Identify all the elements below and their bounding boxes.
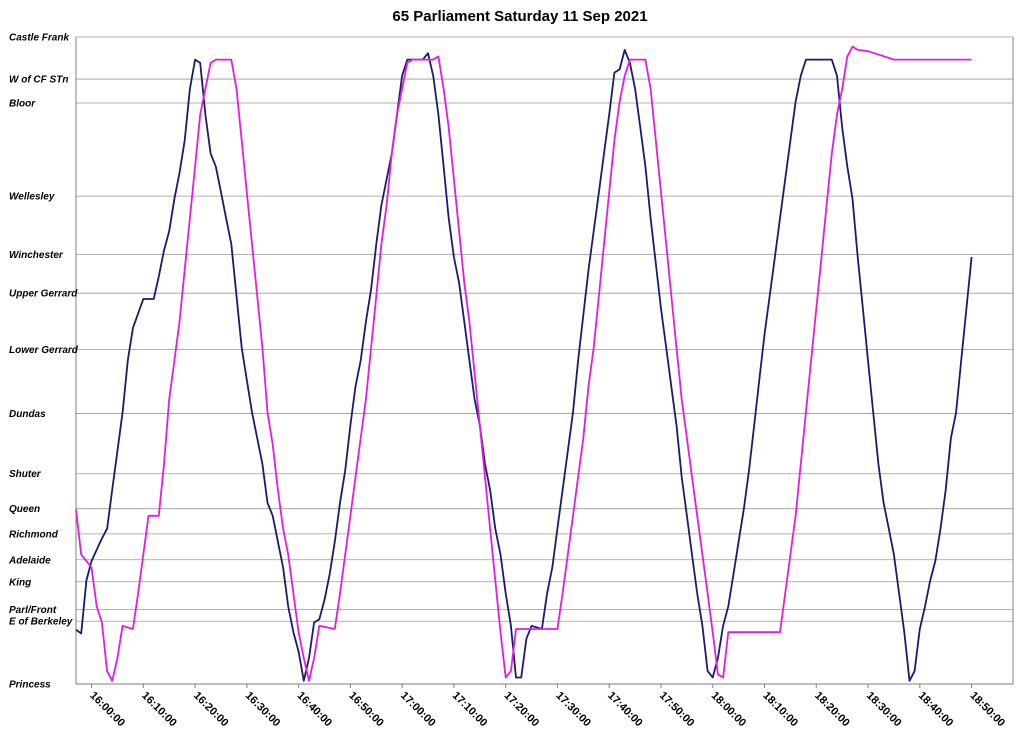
x-tick-label: 18:00:00 xyxy=(709,690,749,730)
axes xyxy=(75,37,1014,688)
x-tick-label: 16:40:00 xyxy=(294,690,334,730)
stop-label: Castle Frank xyxy=(9,33,69,44)
x-tick-label: 16:10:00 xyxy=(139,690,179,730)
stop-label: Adelaide xyxy=(8,555,51,566)
x-tick-label: 18:40:00 xyxy=(916,690,956,730)
stop-label: Richmond xyxy=(9,529,59,540)
stop-label: Dundas xyxy=(9,409,46,420)
x-tick-label: 17:10:00 xyxy=(450,690,490,730)
stop-label: Princess xyxy=(9,680,51,691)
stop-label: Winchester xyxy=(9,250,64,261)
x-tick-label: 17:50:00 xyxy=(657,690,697,730)
stop-label: E of Berkeley xyxy=(9,617,73,628)
stop-label: Lower Gerrard xyxy=(9,345,79,356)
stop-label: Queen xyxy=(9,504,40,515)
x-tick-label: 18:10:00 xyxy=(760,690,800,730)
x-tick-label: 18:50:00 xyxy=(967,690,1007,730)
x-tick-label: 17:30:00 xyxy=(553,690,593,730)
stop-label: W of CF STn xyxy=(9,75,68,86)
stop-label: King xyxy=(9,577,31,588)
series-lines xyxy=(75,45,973,682)
series-line-1 xyxy=(75,45,972,682)
x-tick-label: 16:20:00 xyxy=(191,690,231,730)
x-tick-label: 17:20:00 xyxy=(502,690,542,730)
x-tick-label: 17:00:00 xyxy=(398,690,438,730)
x-tick-label: 16:50:00 xyxy=(346,690,386,730)
x-tick-label: 17:40:00 xyxy=(605,690,645,730)
stop-label: Parl/Front xyxy=(9,605,57,616)
x-tick-label: 16:00:00 xyxy=(87,690,127,730)
stop-labels: Castle Frank W of CF STn Bloor Wellesley Win… xyxy=(8,33,79,691)
series-line-0 xyxy=(75,49,973,682)
stop-label: Wellesley xyxy=(9,192,55,203)
x-tick-label: 18:30:00 xyxy=(864,690,904,730)
stop-label: Upper Gerrard xyxy=(9,289,78,300)
chart-title: 65 Parliament Saturday 11 Sep 2021 xyxy=(392,8,647,25)
time-tick-labels: 16:00:00 16:10:00 16:20:00 16:30:00 16:40:00… xyxy=(87,690,1007,730)
x-tick-label: 18:20:00 xyxy=(812,690,852,730)
stop-label: Bloor xyxy=(9,98,36,109)
x-tick-label: 16:30:00 xyxy=(243,690,283,730)
stop-label: Shuter xyxy=(9,469,42,480)
gridlines xyxy=(76,36,1013,685)
